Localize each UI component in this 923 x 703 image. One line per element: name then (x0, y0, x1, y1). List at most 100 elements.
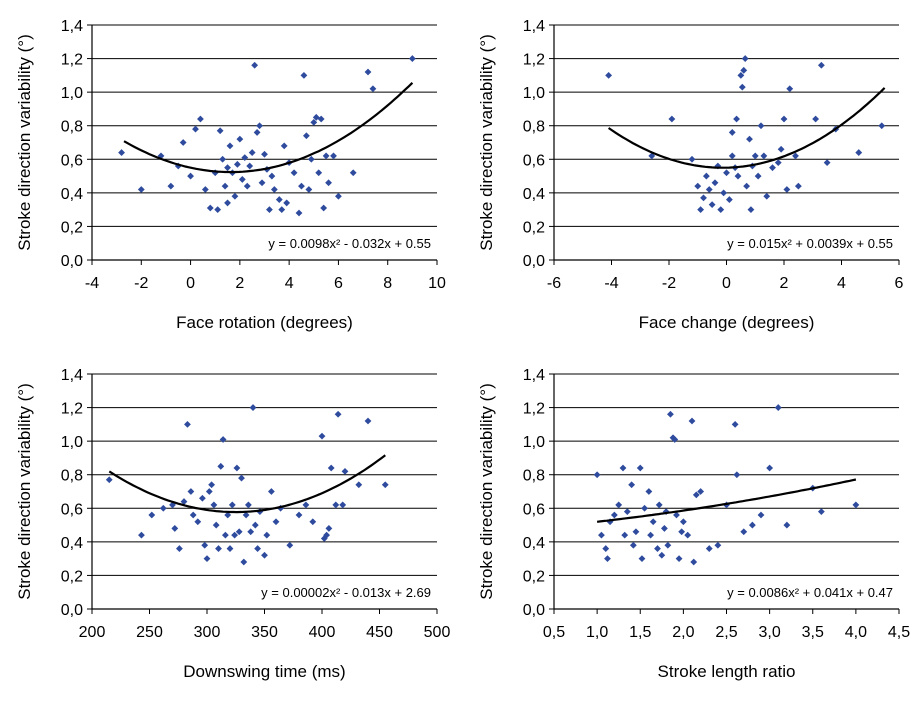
data-point (728, 129, 736, 136)
data-point (148, 511, 156, 519)
data-point (697, 206, 705, 214)
data-point (249, 404, 257, 411)
y-tick-label: 1,4 (523, 18, 545, 35)
x-axis-label: Face change (degrees) (639, 313, 815, 332)
y-axis-label: Stroke direction variability (°) (15, 34, 34, 251)
data-point (733, 471, 741, 479)
x-tick-label: 450 (366, 624, 393, 641)
y-tick-label: 0,6 (523, 501, 545, 518)
y-tick-label: 1,0 (61, 434, 83, 451)
x-tick-label: 10 (428, 275, 446, 292)
data-point (184, 420, 191, 428)
data-point (320, 535, 328, 542)
data-point (655, 501, 663, 509)
y-tick-label: 0,2 (61, 219, 83, 236)
data-point (641, 504, 648, 512)
data-point (621, 531, 629, 539)
x-tick-label: 4,0 (845, 624, 867, 641)
data-point (221, 182, 229, 190)
x-tick-label: 1,0 (586, 624, 608, 641)
y-tick-label: 0,6 (61, 501, 83, 518)
data-point (817, 61, 825, 69)
data-point (610, 511, 618, 519)
trend-line (596, 478, 857, 523)
data-point (300, 71, 308, 79)
data-point (295, 511, 303, 519)
data-point (623, 508, 631, 516)
equation-background (679, 581, 897, 603)
data-point (757, 511, 765, 519)
y-tick-label: 0,0 (523, 602, 545, 619)
x-tick-label: 6 (895, 275, 904, 292)
data-point (339, 501, 347, 509)
x-tick-label: 250 (136, 624, 163, 641)
data-point (678, 528, 686, 536)
data-point (171, 525, 179, 532)
chart-stroke-length-ratio: 0,0 0,2 0,4 0,6 0,8 1,0 1,2 1,4 0,5 1,0 1,5 2,0 2,5 3… (477, 367, 910, 681)
data-point (309, 518, 317, 526)
data-point (235, 528, 243, 536)
data-point (246, 162, 254, 170)
data-point (231, 531, 238, 539)
data-point (322, 152, 330, 160)
data-point (290, 169, 298, 177)
equation-background (217, 581, 435, 603)
y-tick-label: 1,0 (523, 434, 545, 451)
data-point (248, 149, 256, 156)
data-point (690, 558, 698, 566)
data-point (604, 555, 611, 563)
data-point (240, 558, 248, 566)
data-point (268, 172, 276, 180)
data-point (661, 525, 668, 532)
data-point (708, 201, 716, 209)
data-point (201, 186, 209, 193)
data-point (602, 545, 610, 552)
data-point (180, 498, 188, 505)
data-point (684, 531, 692, 539)
x-axis-label: Stroke length ratio (658, 662, 796, 681)
y-tick-label: 0,2 (523, 219, 545, 236)
data-point (231, 192, 239, 200)
data-point (199, 494, 206, 502)
data-point (855, 149, 863, 156)
data-point (261, 551, 268, 559)
data-point (138, 531, 145, 539)
data-point (694, 182, 702, 190)
data-point (720, 189, 728, 197)
x-tick-label: -4 (85, 275, 99, 292)
data-point (763, 192, 771, 200)
data-point (341, 467, 349, 475)
data-point (679, 518, 687, 526)
data-point (226, 142, 234, 150)
data-point (268, 488, 275, 495)
data-point (723, 169, 730, 177)
data-point (323, 531, 330, 539)
y-tick-label: 0,2 (61, 568, 83, 585)
data-point (270, 186, 278, 193)
data-point (238, 474, 245, 482)
y-tick-label: 1,4 (523, 367, 545, 384)
equation-background (679, 232, 897, 254)
y-tick-label: 0,2 (523, 568, 545, 585)
data-point (786, 85, 794, 93)
trend-equation: y = 0.00002x² - 0.013x + 2.69 (261, 585, 431, 600)
data-point (201, 541, 209, 549)
data-point (208, 481, 215, 489)
x-tick-label: -2 (134, 275, 148, 292)
y-tick-label: 0,8 (61, 119, 83, 136)
data-point (725, 196, 733, 203)
data-point (236, 135, 244, 143)
data-point (233, 464, 241, 472)
y-tick-label: 1,2 (523, 401, 545, 418)
trend-equation: y = 0.015x² + 0.0039x + 0.55 (727, 236, 893, 251)
x-tick-label: 300 (194, 624, 221, 641)
data-point (769, 164, 776, 172)
y-tick-label: 0,4 (61, 535, 83, 552)
x-tick-label: 8 (383, 275, 392, 292)
data-point (638, 555, 646, 563)
data-point (228, 501, 236, 509)
x-tick-label: 400 (309, 624, 336, 641)
data-point (734, 172, 742, 180)
data-point (254, 545, 261, 552)
data-point (688, 155, 696, 163)
